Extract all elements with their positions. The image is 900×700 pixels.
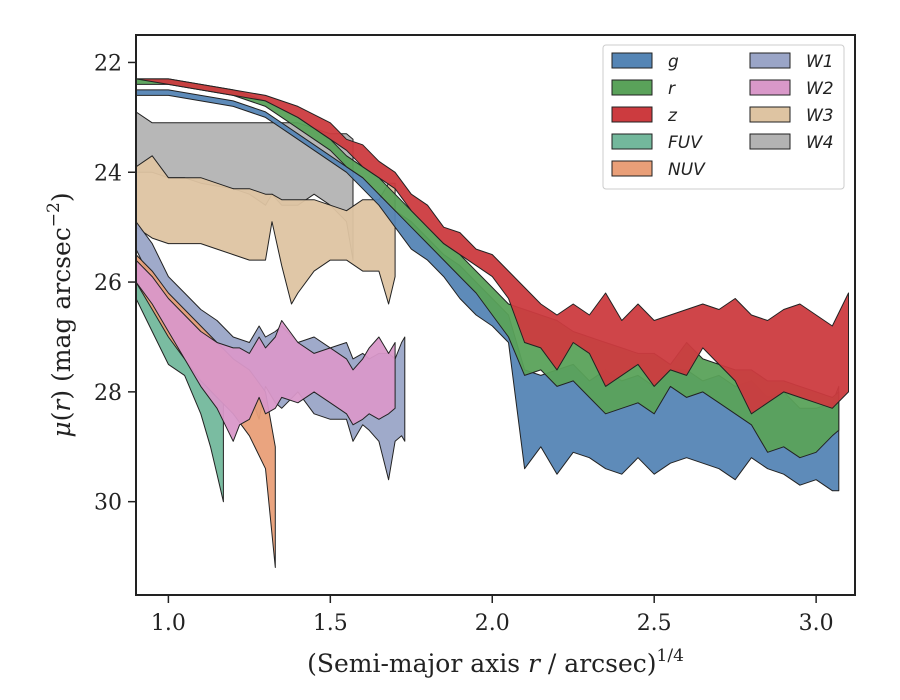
plot-frame — [135, 34, 856, 596]
legend: grz FUV NUV W1 W2 W3 W4 — [602, 44, 845, 190]
y-tick-label: 22 — [94, 51, 122, 76]
legend-swatch — [749, 79, 791, 96]
legend-item-w2: W2 — [749, 79, 834, 99]
bands-layer — [136, 78, 849, 568]
y-tick-label: 30 — [94, 491, 122, 516]
legend-swatch — [749, 106, 791, 123]
band-w3 — [136, 155, 396, 305]
legend-item-fuv: FUV — [611, 133, 703, 153]
y-tick-label: 26 — [94, 271, 122, 296]
legend-label: z — [667, 106, 678, 126]
y-tick-label: 24 — [94, 161, 122, 186]
legend-swatch — [611, 52, 653, 69]
legend-label: NUV — [668, 160, 706, 180]
legend-item-w3: W3 — [749, 106, 834, 126]
legend-item-w1: W1 — [749, 52, 834, 72]
legend-item-w4: W4 — [749, 133, 834, 153]
x-tick-label: 2.5 — [637, 611, 672, 636]
legend-swatch — [611, 106, 653, 123]
legend-swatch — [611, 79, 653, 96]
x-tick-label: 1.0 — [151, 611, 186, 636]
legend-label: g — [668, 52, 679, 72]
legend-swatch — [611, 133, 653, 150]
legend-label: r — [668, 79, 676, 99]
x-axis-label: (Semi-major axis r / arcsec)1/4 — [307, 646, 684, 678]
x-tick-label: 3.0 — [799, 611, 834, 636]
legend-item-r: r — [611, 79, 676, 99]
legend-item-g: g — [611, 52, 679, 72]
legend-swatch — [611, 160, 653, 177]
legend-label: W2 — [806, 79, 834, 99]
legend-item-z: z — [611, 106, 678, 126]
x-tick-label: 1.5 — [313, 611, 348, 636]
legend-label: W1 — [806, 52, 834, 72]
legend-item-nuv: NUV — [611, 160, 706, 180]
legend-label: FUV — [668, 133, 703, 153]
legend-label: W3 — [806, 106, 834, 126]
band-w2 — [136, 259, 396, 442]
y-axis-label: μ(r) (mag arcsec−2) — [44, 192, 76, 437]
legend-swatch — [749, 52, 791, 69]
y-tick-label: 28 — [94, 381, 122, 406]
x-tick-label: 2.0 — [475, 611, 510, 636]
legend-label: W4 — [806, 133, 834, 153]
legend-swatch — [749, 133, 791, 150]
ticks-layer: 1.0 1.5 2.0 2.5 3.0 22 24 26 28 30 — [94, 51, 834, 636]
band-z — [136, 78, 849, 415]
